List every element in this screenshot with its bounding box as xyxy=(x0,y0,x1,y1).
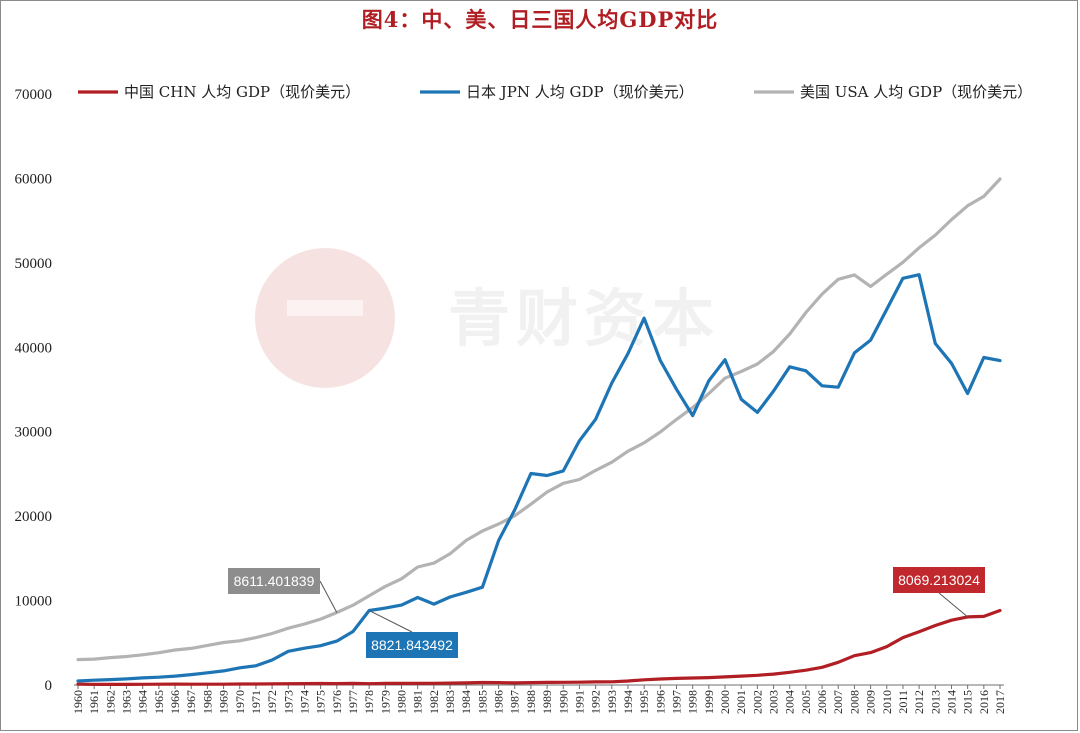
watermark-logo-stripe xyxy=(287,300,363,316)
series-line-2 xyxy=(76,177,1002,662)
x-tick-label: 1996 xyxy=(653,690,667,714)
x-tick-label: 2017 xyxy=(993,690,1007,714)
x-axis-ticks: 1960 1961 1962 1963 1964 1965 1966 1967 1968 1969… xyxy=(71,685,1007,714)
x-tick-label: 1980 xyxy=(395,690,409,714)
x-tick-label: 1975 xyxy=(314,690,328,714)
data-callouts: 8611.401839 8821.843492 8069.213024 xyxy=(228,567,985,658)
x-tick-label: 1998 xyxy=(686,690,700,714)
x-tick-label: 2016 xyxy=(977,690,991,714)
callout-box xyxy=(228,568,320,594)
x-tick-label: 1974 xyxy=(297,690,311,714)
x-tick-label: 1986 xyxy=(492,690,506,714)
x-tick-label: 1987 xyxy=(508,690,522,714)
x-tick-label: 1967 xyxy=(184,690,198,714)
y-tick-label: 60000 xyxy=(15,171,53,187)
x-tick-label: 2009 xyxy=(864,690,878,714)
x-tick-label: 2014 xyxy=(944,690,958,714)
x-tick-label: 1988 xyxy=(524,690,538,714)
x-tick-label: 1960 xyxy=(71,690,85,714)
y-tick-label: 30000 xyxy=(15,425,53,441)
x-tick-label: 1999 xyxy=(702,690,716,714)
x-tick-label: 1973 xyxy=(281,690,295,714)
x-tick-label: 1972 xyxy=(265,690,279,714)
series-line-1 xyxy=(76,273,1002,683)
y-tick-label: 10000 xyxy=(15,594,53,610)
x-tick-label: 1982 xyxy=(427,690,441,714)
series-line-0 xyxy=(76,608,1002,687)
x-tick-label: 1970 xyxy=(233,690,247,714)
x-tick-label: 1968 xyxy=(200,690,214,714)
x-tick-label: 1969 xyxy=(217,690,231,714)
x-tick-label: 2012 xyxy=(912,690,926,714)
series-lines xyxy=(76,177,1002,687)
x-tick-label: 1989 xyxy=(540,690,554,714)
legend-label-2: 美国 USA 人均 GDP（现价美元） xyxy=(800,83,1032,101)
x-tick-label: 2001 xyxy=(734,690,748,714)
x-tick-label: 2002 xyxy=(750,690,764,714)
x-tick-label: 1992 xyxy=(589,690,603,714)
watermark-logo-icon xyxy=(255,248,395,388)
x-tick-label: 1983 xyxy=(443,690,457,714)
callout-box xyxy=(893,567,985,593)
x-tick-label: 1978 xyxy=(362,690,376,714)
x-tick-label: 1985 xyxy=(475,690,489,714)
callout-leader xyxy=(368,610,413,633)
x-tick-label: 1981 xyxy=(411,690,425,714)
x-tick-label: 1991 xyxy=(572,690,586,714)
x-tick-label: 2000 xyxy=(718,690,732,714)
legend-label-1: 日本 JPN 人均 GDP（现价美元） xyxy=(466,83,694,101)
x-tick-label: 2006 xyxy=(815,690,829,714)
x-tick-label: 1994 xyxy=(621,690,635,714)
callout-label: 8069.213024 xyxy=(898,572,980,588)
x-tick-label: 2015 xyxy=(961,690,975,714)
x-tick-label: 1964 xyxy=(136,690,150,714)
x-tick-label: 1990 xyxy=(556,690,570,714)
y-tick-label: 70000 xyxy=(15,87,53,103)
x-tick-label: 2011 xyxy=(896,690,910,714)
y-tick-label: 40000 xyxy=(15,340,53,356)
x-tick-label: 1977 xyxy=(346,690,360,714)
x-tick-label: 1971 xyxy=(249,690,263,714)
callout-leader xyxy=(938,592,968,618)
x-tick-label: 1979 xyxy=(378,690,392,714)
callout-label: 8611.401839 xyxy=(234,573,315,589)
callout-box xyxy=(366,632,458,658)
x-tick-label: 1961 xyxy=(87,690,101,714)
x-tick-label: 2007 xyxy=(831,690,845,714)
x-tick-label: 1976 xyxy=(330,690,344,714)
x-tick-label: 1997 xyxy=(669,690,683,714)
x-tick-label: 1963 xyxy=(120,690,134,714)
legend: 中国 CHN 人均 GDP（现价美元） 日本 JPN 人均 GDP（现价美元） 美国… xyxy=(78,83,1032,101)
callout-leader xyxy=(319,580,338,613)
chart-title: 图4：中、美、日三国人均GDP对比 xyxy=(361,7,719,32)
y-tick-label: 20000 xyxy=(15,509,53,525)
y-tick-label: 50000 xyxy=(15,256,53,272)
x-tick-label: 2005 xyxy=(799,690,813,714)
callout-label: 8821.843492 xyxy=(371,637,453,653)
x-tick-label: 2010 xyxy=(880,690,894,714)
x-tick-label: 1984 xyxy=(459,690,473,714)
x-tick-label: 2008 xyxy=(847,690,861,714)
watermark: 青财资本 xyxy=(255,248,720,388)
y-tick-label: 0 xyxy=(45,678,53,694)
x-tick-label: 1966 xyxy=(168,690,182,714)
x-tick-label: 2003 xyxy=(767,690,781,714)
x-tick-label: 1993 xyxy=(605,690,619,714)
legend-label-0: 中国 CHN 人均 GDP（现价美元） xyxy=(124,83,360,101)
x-tick-label: 2013 xyxy=(928,690,942,714)
y-axis-ticks: 0 10000 20000 30000 40000 50000 60000 70000 xyxy=(15,87,53,694)
x-tick-label: 1965 xyxy=(152,690,166,714)
x-tick-label: 2004 xyxy=(783,690,797,714)
watermark-text: 青财资本 xyxy=(448,282,720,355)
x-tick-label: 1995 xyxy=(637,690,651,714)
x-tick-label: 1962 xyxy=(103,690,117,714)
